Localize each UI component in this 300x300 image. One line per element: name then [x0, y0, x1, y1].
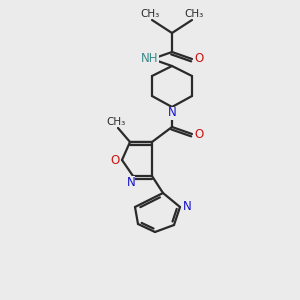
Text: CH₃: CH₃ [184, 9, 204, 19]
Text: O: O [194, 128, 204, 140]
Text: N: N [183, 200, 191, 212]
Text: O: O [110, 154, 120, 166]
Text: N: N [127, 176, 135, 188]
Text: NH: NH [141, 52, 159, 65]
Text: CH₃: CH₃ [106, 117, 126, 127]
Text: O: O [194, 52, 204, 65]
Text: CH₃: CH₃ [140, 9, 160, 19]
Text: N: N [168, 106, 176, 119]
